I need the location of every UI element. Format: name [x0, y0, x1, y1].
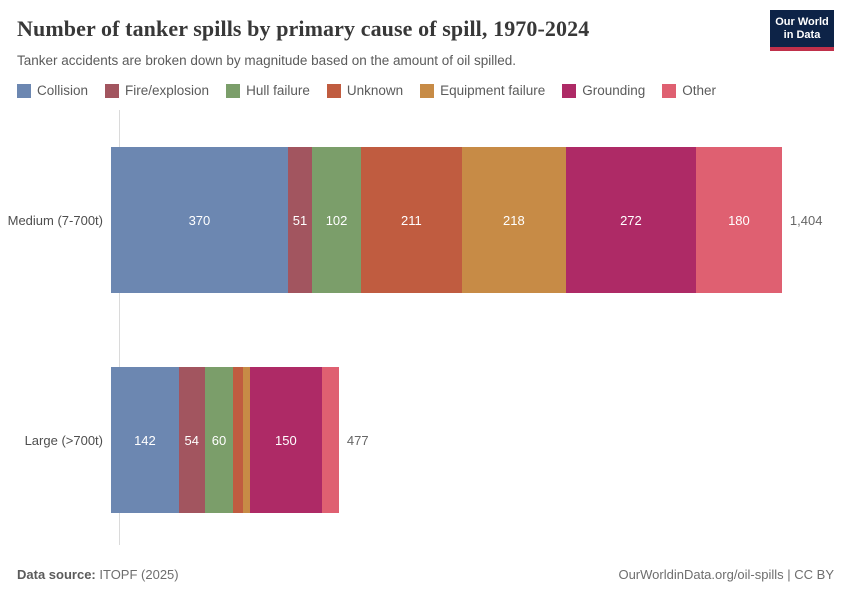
segment-value-label: 218: [502, 212, 525, 228]
data-source-label: Data source:: [17, 567, 96, 582]
legend-item[interactable]: Fire/explosion: [105, 83, 209, 98]
segment-value-label: 142: [134, 432, 156, 448]
legend-swatch-icon: [662, 83, 677, 98]
owid-logo-line1: Our World: [775, 15, 829, 28]
bar-total-label: 1,404: [789, 212, 823, 228]
bar-segment[interactable]: 218: [461, 147, 566, 293]
footer-attribution: OurWorldinData.org/oil-spills | CC BY: [618, 567, 834, 582]
segment-value-label: 102: [325, 212, 348, 228]
bar-segment[interactable]: 142: [111, 367, 179, 513]
legend-swatch-icon: [420, 83, 435, 98]
segment-value-label: 272: [620, 212, 642, 228]
bar-segment[interactable]: [242, 367, 251, 513]
stacked-bar: 142 54 60 150: [111, 367, 339, 513]
segment-value-label: 180: [728, 212, 750, 228]
bar-segment[interactable]: 150: [250, 367, 322, 513]
category-label: Medium (7-700t): [7, 212, 103, 228]
bar-row: Medium (7-700t) 370 51 102 211 218 272 180 1,404: [0, 147, 822, 293]
bar-segment[interactable]: 272: [565, 147, 696, 293]
legend-label: Hull failure: [246, 83, 310, 98]
legend-item[interactable]: Grounding: [562, 83, 645, 98]
legend-label: Equipment failure: [440, 83, 546, 98]
bar-segment[interactable]: 51: [287, 147, 313, 293]
segment-value-label: 51: [292, 212, 308, 228]
legend-item[interactable]: Hull failure: [226, 83, 310, 98]
bar-segment[interactable]: 102: [312, 147, 361, 293]
bar-segment[interactable]: 180: [695, 147, 782, 293]
bar-segment[interactable]: 60: [204, 367, 234, 513]
legend-swatch-icon: [226, 83, 241, 98]
legend-label: Fire/explosion: [125, 83, 210, 98]
category-label: Large (>700t): [24, 432, 103, 448]
bar-segment[interactable]: 54: [178, 367, 205, 513]
owid-logo-line2: in Data: [783, 28, 821, 41]
legend-item[interactable]: Other: [662, 83, 716, 98]
bar-total-label: 477: [346, 432, 369, 448]
legend-swatch-icon: [105, 83, 120, 98]
data-source: Data source: ITOPF (2025): [17, 567, 179, 582]
bar-segment[interactable]: [233, 367, 243, 513]
segment-value-label: 370: [188, 212, 211, 228]
y-axis-line: [119, 110, 120, 545]
legend-label: Other: [682, 83, 717, 98]
chart-subtitle: Tanker accidents are broken down by magn…: [17, 53, 517, 68]
legend-item[interactable]: Collision: [17, 83, 88, 98]
stacked-bar: 370 51 102 211 218 272 180: [111, 147, 782, 293]
legend-item[interactable]: Equipment failure: [420, 83, 545, 98]
legend-swatch-icon: [562, 83, 577, 98]
legend-item[interactable]: Unknown: [326, 83, 404, 98]
bar-segment[interactable]: 370: [111, 147, 288, 293]
bar-segment[interactable]: 211: [360, 147, 462, 293]
legend-label: Unknown: [346, 83, 404, 98]
legend-label: Collision: [37, 83, 89, 98]
legend-swatch-icon: [17, 83, 31, 98]
bar-segment[interactable]: [321, 367, 339, 513]
segment-value-label: 54: [184, 432, 199, 448]
data-source-value: ITOPF (2025): [99, 567, 179, 582]
legend-label: Grounding: [582, 83, 646, 98]
chart-footer: Data source: ITOPF (2025) OurWorldinData…: [17, 567, 834, 582]
bar-row: Large (>700t) 142 54 60 150 477: [0, 367, 369, 513]
segment-value-label: 211: [400, 212, 422, 228]
segment-value-label: 60: [211, 432, 227, 448]
chart-legend: Collision Fire/explosion Hull failure Unkno…: [17, 83, 716, 98]
chart-title: Number of tanker spills by primary cause…: [17, 16, 590, 41]
segment-value-label: 150: [275, 432, 297, 448]
legend-swatch-icon: [326, 83, 341, 98]
owid-logo: Our World in Data: [770, 10, 834, 51]
